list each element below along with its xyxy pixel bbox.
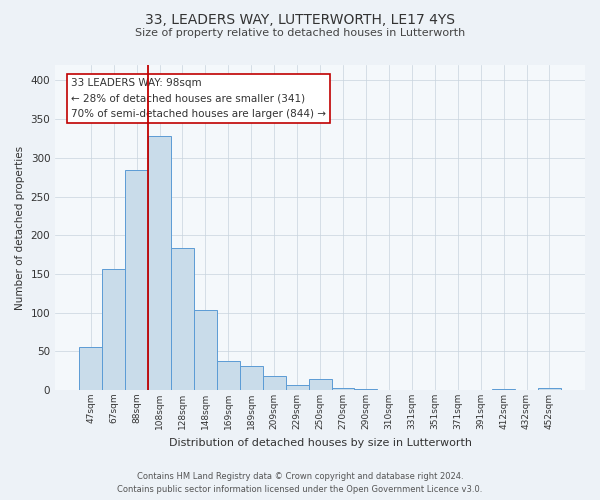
Bar [332,388,355,390]
Bar [79,348,102,390]
Bar [263,376,286,390]
Bar [217,362,240,390]
Bar [492,389,515,390]
Y-axis label: Number of detached properties: Number of detached properties [15,146,25,310]
Text: 33, LEADERS WAY, LUTTERWORTH, LE17 4YS: 33, LEADERS WAY, LUTTERWORTH, LE17 4YS [145,12,455,26]
Bar [240,366,263,390]
Bar [125,170,148,390]
Bar [171,248,194,390]
X-axis label: Distribution of detached houses by size in Lutterworth: Distribution of detached houses by size … [169,438,472,448]
Bar [355,389,377,390]
Bar [102,268,125,390]
Bar [538,388,561,390]
Bar [194,310,217,390]
Text: 33 LEADERS WAY: 98sqm
← 28% of detached houses are smaller (341)
70% of semi-det: 33 LEADERS WAY: 98sqm ← 28% of detached … [71,78,326,119]
Text: Size of property relative to detached houses in Lutterworth: Size of property relative to detached ho… [135,28,465,38]
Text: Contains HM Land Registry data © Crown copyright and database right 2024.
Contai: Contains HM Land Registry data © Crown c… [118,472,482,494]
Bar [148,136,171,390]
Bar [308,379,332,390]
Bar [286,386,308,390]
